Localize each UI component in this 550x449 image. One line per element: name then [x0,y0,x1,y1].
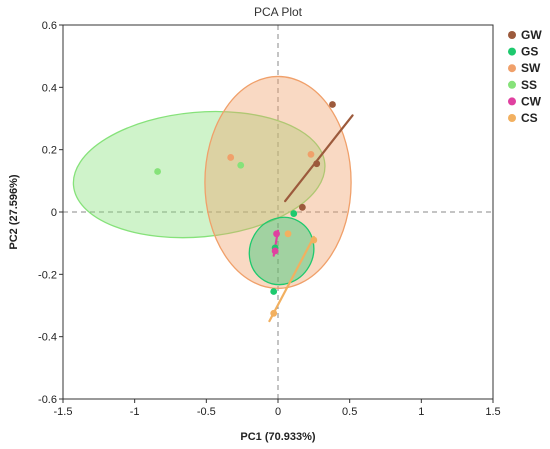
chart-title: PCA Plot [254,5,303,19]
point-sw-1 [227,154,235,161]
point-ss-2 [237,161,245,169]
legend-marker-cw [508,97,516,106]
point-gw-3 [298,203,306,211]
legend-marker-gs [508,47,516,56]
x-axis-label: PC1 (70.933%) [240,431,316,443]
y-tick-label: 0.4 [42,82,57,94]
point-gs-1 [290,210,298,217]
ellipse-cs [268,235,315,323]
y-tick-label: -0.2 [38,269,57,281]
legend-marker-gw [508,31,516,39]
y-tick-label: 0.2 [42,145,57,157]
ellipse-ss [72,110,326,239]
y-tick-label: 0.6 [42,20,57,32]
legend-marker-cs [508,114,516,122]
point-cs-2 [284,230,292,238]
point-gs-3 [270,288,278,295]
point-cw-1 [273,230,280,238]
legend-label-gs: GS [521,45,538,59]
point-ss-1 [154,168,162,175]
y-tick-label: 0 [51,207,57,219]
x-tick-label: 0 [275,406,281,418]
point-cs-1 [270,309,278,317]
point-gw-1 [329,101,336,108]
x-tick-label: -0.5 [197,406,216,418]
legend-label-cs: CS [521,111,538,125]
ellipse-sw [204,75,352,290]
point-cw-2 [271,247,279,255]
legend-label-sw: SW [521,61,541,75]
y-tick-label: -0.6 [38,394,57,406]
point-cs-3 [310,236,318,244]
legend-label-cw: CW [521,94,542,108]
legend-label-gw: GW [521,28,542,42]
y-axis-label: PC2 (27.596%) [8,174,20,250]
legend-marker-sw [508,64,516,73]
point-sw-2 [307,150,315,158]
legend-marker-ss [508,80,516,89]
y-tick-label: -0.4 [38,332,57,344]
x-tick-label: -1 [130,406,140,418]
y-axis-ticks: -0.6 -0.4 -0.2 0 0.2 0.4 0.6 [38,20,63,406]
x-axis-ticks: -1.5 -1 -0.5 0 0.5 1 1.5 [54,399,501,418]
legend: GW GS SW SS CW CS [508,28,542,125]
x-tick-label: -1.5 [54,406,73,418]
x-tick-label: 0.5 [342,406,357,418]
x-tick-label: 1 [418,406,424,418]
ellipse-gw [284,114,354,203]
legend-label-ss: SS [521,78,537,92]
plot-area [63,25,493,399]
point-gw-2 [313,160,321,168]
x-tick-label: 1.5 [485,406,500,418]
